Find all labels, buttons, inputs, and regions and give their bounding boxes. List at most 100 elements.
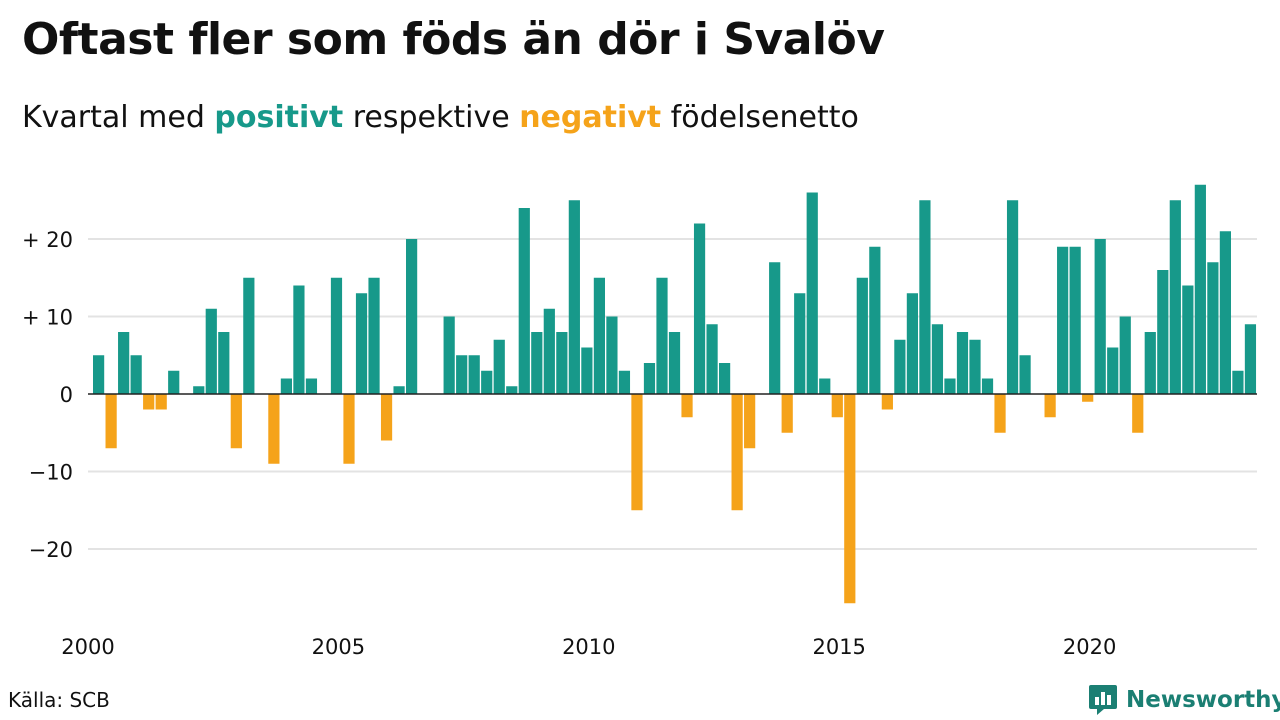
bar (668, 332, 681, 394)
bar (1157, 270, 1169, 394)
bar (293, 285, 305, 394)
newsworthy-logo-icon (1089, 685, 1117, 715)
bar (1107, 347, 1119, 394)
bar (769, 262, 781, 394)
bar (268, 394, 280, 464)
bar (1144, 332, 1156, 394)
bar (731, 394, 743, 511)
bar (819, 378, 831, 394)
bar (1194, 184, 1206, 394)
bar (656, 277, 668, 394)
bar (1094, 239, 1106, 394)
bar (869, 246, 881, 394)
bar (380, 394, 393, 441)
bar (1019, 355, 1031, 394)
bar (831, 394, 843, 418)
bar (643, 363, 656, 394)
x-tick-label: 2010 (562, 635, 615, 659)
bar (894, 339, 906, 394)
bar (568, 200, 580, 394)
bar (193, 386, 205, 394)
bar (205, 308, 217, 394)
bar (906, 293, 918, 394)
bar (606, 316, 618, 394)
bar (856, 277, 868, 394)
bar (719, 363, 731, 394)
y-tick-label: + 10 (22, 306, 73, 330)
bar (1132, 394, 1144, 433)
bar (994, 394, 1006, 433)
bar (1169, 200, 1181, 394)
bar (956, 332, 969, 394)
y-tick-label: −20 (29, 538, 73, 562)
brand-logo: Newsworthy (1088, 683, 1280, 717)
subtitle-negative-word: negativt (519, 100, 662, 135)
subtitle-suffix: födelsenetto (661, 100, 859, 135)
bar (581, 347, 593, 394)
bar (481, 370, 493, 394)
bar (631, 394, 643, 511)
bar (105, 394, 117, 449)
bar (618, 370, 631, 394)
subtitle-positive-word: positivt (214, 100, 344, 135)
bar (543, 308, 555, 394)
x-tick-label: 2005 (312, 635, 365, 659)
chart-title: Oftast fler som föds än dör i Svalöv (22, 14, 885, 65)
source-note: Källa: SCB (8, 688, 110, 712)
bar (944, 378, 956, 394)
bar (1244, 324, 1257, 394)
bar (981, 378, 994, 394)
bar (1069, 246, 1081, 394)
bar (393, 386, 405, 394)
bar (806, 192, 818, 394)
chart-subtitle: Kvartal med positivt respektive negativt… (22, 100, 859, 135)
bar (406, 239, 418, 394)
bar (218, 332, 230, 394)
bar (243, 277, 255, 394)
x-tick-label: 2020 (1063, 635, 1116, 659)
bar (681, 394, 693, 418)
x-tick-label: 2000 (61, 635, 114, 659)
bar (744, 394, 756, 449)
subtitle-middle: respektive (343, 100, 520, 135)
bar (1006, 200, 1019, 394)
bar (931, 324, 944, 394)
bar (518, 208, 530, 394)
bar (593, 277, 605, 394)
bar (1182, 285, 1194, 394)
bar (794, 293, 806, 394)
bar (1219, 231, 1231, 394)
bar (844, 394, 856, 604)
bar (1119, 316, 1131, 394)
bar (881, 394, 893, 410)
subtitle-prefix: Kvartal med (22, 100, 215, 135)
bar (506, 386, 518, 394)
bar (1057, 246, 1069, 394)
bar (230, 394, 242, 449)
brand-name: Newsworthy (1126, 687, 1280, 713)
bar (118, 332, 130, 394)
bar (1044, 394, 1056, 418)
bar (531, 332, 543, 394)
y-tick-label: 0 (60, 383, 73, 407)
bar (969, 339, 981, 394)
bar (781, 394, 793, 433)
x-tick-label: 2015 (812, 635, 865, 659)
bar (93, 355, 105, 394)
bar (1082, 394, 1094, 402)
y-tick-label: + 20 (22, 228, 73, 252)
bar (343, 394, 355, 464)
bar (1232, 370, 1244, 394)
bar (493, 339, 505, 394)
bar (368, 277, 380, 394)
bar (456, 355, 468, 394)
bar (155, 394, 167, 410)
bar (1207, 262, 1219, 394)
bar (305, 378, 318, 394)
bar (355, 293, 368, 394)
bar (168, 370, 180, 394)
bar (330, 277, 343, 394)
bar (693, 223, 706, 394)
bar (130, 355, 142, 394)
